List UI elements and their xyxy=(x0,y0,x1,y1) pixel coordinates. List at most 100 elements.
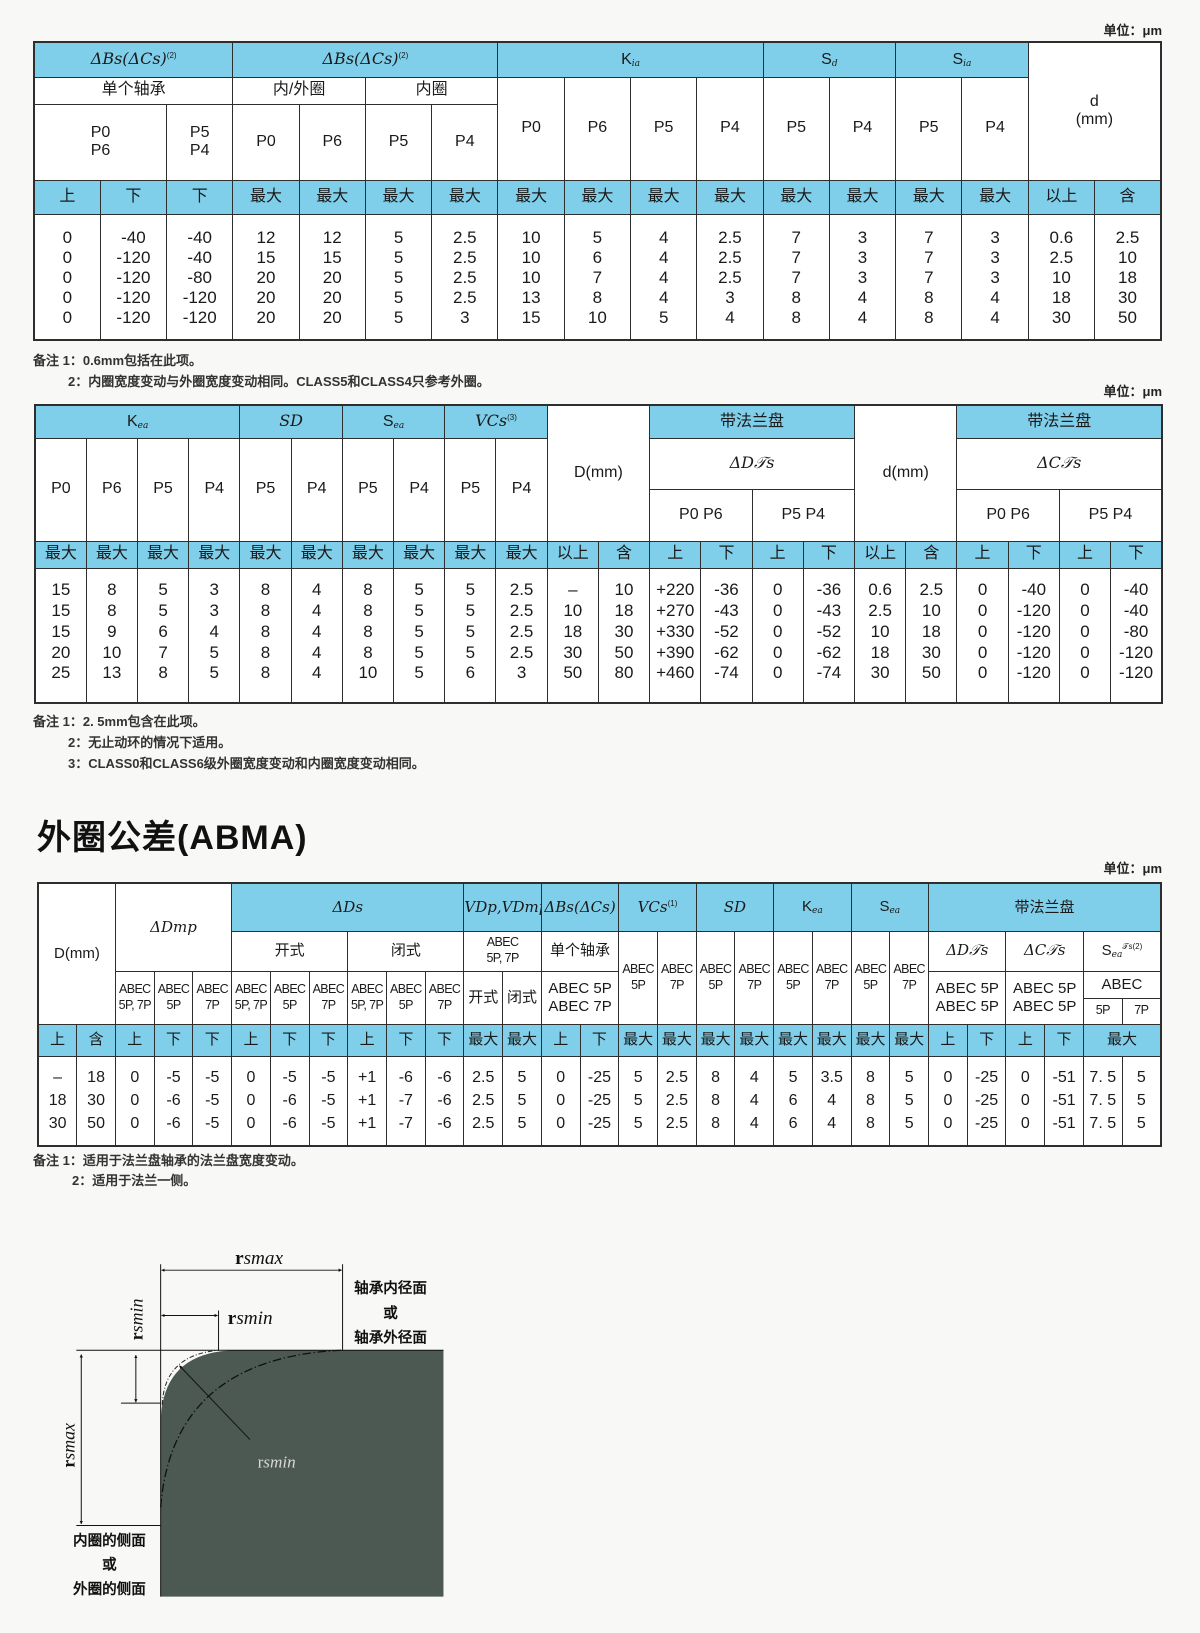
table-cell: 0 xyxy=(540,1055,581,1089)
inner-ring-side-label: 内圈的侧面 xyxy=(73,1531,146,1549)
table-cell: 2.5 xyxy=(1094,213,1162,248)
table-cell: 2.5 xyxy=(431,288,499,308)
table-cell: -62 xyxy=(802,642,856,663)
table-cell: 2.5 xyxy=(657,1055,697,1089)
header-cell: 最大 xyxy=(762,179,830,215)
header-subscript: ea xyxy=(812,906,823,917)
table-cell: 7. 5 xyxy=(1082,1112,1123,1147)
table-cell: 3 xyxy=(961,213,1029,248)
table-cell: 8 xyxy=(695,1112,736,1147)
header-cell: ABEC 5P, 7P xyxy=(463,930,542,972)
header-cell: ABEC xyxy=(1082,970,1162,999)
table-row: 15 9 6 4 8 4 8 5 5 2.5 18 30 +330 -52 0 -52 10 18 0 -120 0 -8… xyxy=(34,621,1163,642)
header-symbol: VCs xyxy=(637,897,668,916)
table-row: 0 -120 -40 15 15 5 2.5 10 6 4 2.5 7 3 7 3 2.5 10 xyxy=(33,248,1162,268)
header-cell: P0 xyxy=(34,437,87,542)
header-cell: 最大 xyxy=(495,540,548,569)
table-cell: 5 xyxy=(393,663,446,704)
outer-ring-tolerance-table: Kea SD Sea VCs(3) D(mm) 带法兰盘 d(mm) 带法兰盘 P0 P6 P5 P4… xyxy=(34,404,1163,704)
table-cell: 7 xyxy=(895,213,963,248)
table-cell: 4 xyxy=(290,600,343,621)
table-cell: 2.5 xyxy=(431,268,499,288)
table-cell: 0 xyxy=(928,1089,968,1112)
header-cell: 带法兰盘 xyxy=(956,404,1163,439)
header-cell: SD xyxy=(239,404,343,439)
table-cell: -25 xyxy=(579,1089,620,1112)
header-cell: ABEC 5P, 7P xyxy=(114,970,155,1025)
table-row: 20 10 7 5 8 4 8 5 5 2.5 30 50 +390 -62 0 -62 18 30 0 -120 0-… xyxy=(34,642,1163,663)
table-cell: 0 xyxy=(1005,1055,1046,1089)
table-row: 0 -120 -120 20 20 5 2.5 13 8 4 3 8 4 8 4 18 30 xyxy=(33,288,1162,308)
table-cell: -5 xyxy=(308,1089,349,1112)
table-cell: 7 xyxy=(895,268,963,288)
table-cell: 5 xyxy=(1121,1112,1162,1147)
header-row: ABEC 5P, 7P ABEC 5P ABEC 7P ABEC 5P, 7P ABEC… xyxy=(38,970,1162,1025)
bore-face-label: 轴承内径面 xyxy=(354,1279,427,1297)
table-cell: -120 xyxy=(1110,642,1163,663)
header-cell: 含 xyxy=(597,540,651,569)
table-cell: 3 xyxy=(961,268,1029,288)
table-cell: 0 xyxy=(1058,621,1112,642)
outer-diameter-face-label: 轴承外径面 xyxy=(354,1329,427,1347)
table-cell: -120 xyxy=(1110,663,1163,704)
table2-note-3: 3：CLASS0和CLASS6级外圈宽度变动和内圈宽度变动相同。 xyxy=(68,756,425,771)
table-cell: 30 xyxy=(76,1089,116,1112)
table-cell: -120 xyxy=(1007,621,1060,642)
header-row: P0 P6 P5 P4 P0 P6 P5 P4 xyxy=(33,103,1161,181)
header-cell: P5 xyxy=(444,437,497,542)
table-cell: 0 xyxy=(751,621,804,642)
table-cell: 2.5 xyxy=(696,213,764,248)
table-cell: +390 xyxy=(649,642,702,663)
header-cell: 7P xyxy=(1121,997,1162,1025)
table-cell: 7. 5 xyxy=(1082,1055,1123,1089)
table-row: 30 50 0 -6 -5 0 -6 -5 +1 -7 -6 2.5 5 0 -25 5 2.5 8 4 6 4 8 5 0-… xyxy=(37,1112,1162,1147)
table-cell: 4 xyxy=(811,1112,852,1147)
header-cell: 最大 xyxy=(290,540,343,569)
header-cell: ABEC 5P xyxy=(269,970,310,1025)
table-cell: 5 xyxy=(773,1055,813,1089)
table-cell: 5 xyxy=(364,268,433,288)
header-subscript: ea xyxy=(137,420,149,431)
unit-label: 单位：μm xyxy=(1103,23,1162,38)
table-cell: 0 xyxy=(1058,642,1112,663)
table-cell: 3 xyxy=(188,600,241,621)
table-cell: – xyxy=(37,1055,78,1089)
table-cell: 0 xyxy=(1005,1112,1046,1147)
table-row: –18 0 -5 -5 0 -5 -5 +1 -6 -6 2.5 5 0 -25 5 2.5 8 4 5 3.5 8 5 0… xyxy=(37,1055,1162,1089)
table-cell: 8 xyxy=(239,567,292,600)
table-cell: 8 xyxy=(695,1055,736,1089)
table-cell: -7 xyxy=(385,1112,426,1147)
header-cell: P4 xyxy=(495,437,548,542)
table-cell: 50 xyxy=(1094,308,1162,341)
header-row: P0 P6 P5 P4 P0 P6 P5 P4 xyxy=(35,488,1163,542)
table-cell: -5 xyxy=(192,1089,233,1112)
table-row: 25 13 8 5 8 4 10 5 6 3 50 80 +460 -74 0 -74 30 50 0 -120 0 -1… xyxy=(34,663,1163,704)
header-cell: 上 xyxy=(1058,540,1112,569)
header-cell: ABEC 7P xyxy=(657,930,697,1025)
table-cell: 5 xyxy=(393,567,446,600)
table-row: 15 8 5 3 8 4 8 5 5 2.5–10 +220 -36 0 -36 0.6 2.5 0 -40 0 -4… xyxy=(34,567,1163,600)
table-cell: 10 xyxy=(497,213,565,248)
table-cell: +220 xyxy=(649,567,702,600)
header-row: 最大 最大 最大 最大 最大 最大 最大 最大 最大 最大 以上含上下上下以上含上下上下 xyxy=(34,540,1163,569)
header-cell: Sia xyxy=(895,41,1029,78)
table-cell: 13 xyxy=(85,663,138,704)
header-symbol: ΔC𝒯s xyxy=(1037,452,1082,472)
table-cell: 4 xyxy=(961,288,1029,308)
table-cell: 5 xyxy=(393,621,446,642)
header-cell: 上 xyxy=(347,1023,387,1057)
table-cell: +1 xyxy=(347,1055,387,1089)
table-cell: 0.6 xyxy=(853,567,907,600)
table-cell: -51 xyxy=(1044,1089,1084,1112)
header-symbol: ΔBs(ΔCs) xyxy=(90,49,167,69)
table-cell: 2.5 xyxy=(495,567,548,600)
header-cell: 最大 xyxy=(34,540,87,569)
table-cell: 5 xyxy=(502,1055,542,1089)
table-cell: 10 xyxy=(341,663,395,704)
table-cell: 3 xyxy=(495,663,548,704)
table-cell: 4 xyxy=(290,663,343,704)
table-cell: 4 xyxy=(961,308,1029,341)
header-cell: 闭式 xyxy=(347,930,465,972)
table3-note-2: 2：适用于法兰一侧。 xyxy=(72,1173,197,1188)
table-cell: 5 xyxy=(364,213,433,248)
